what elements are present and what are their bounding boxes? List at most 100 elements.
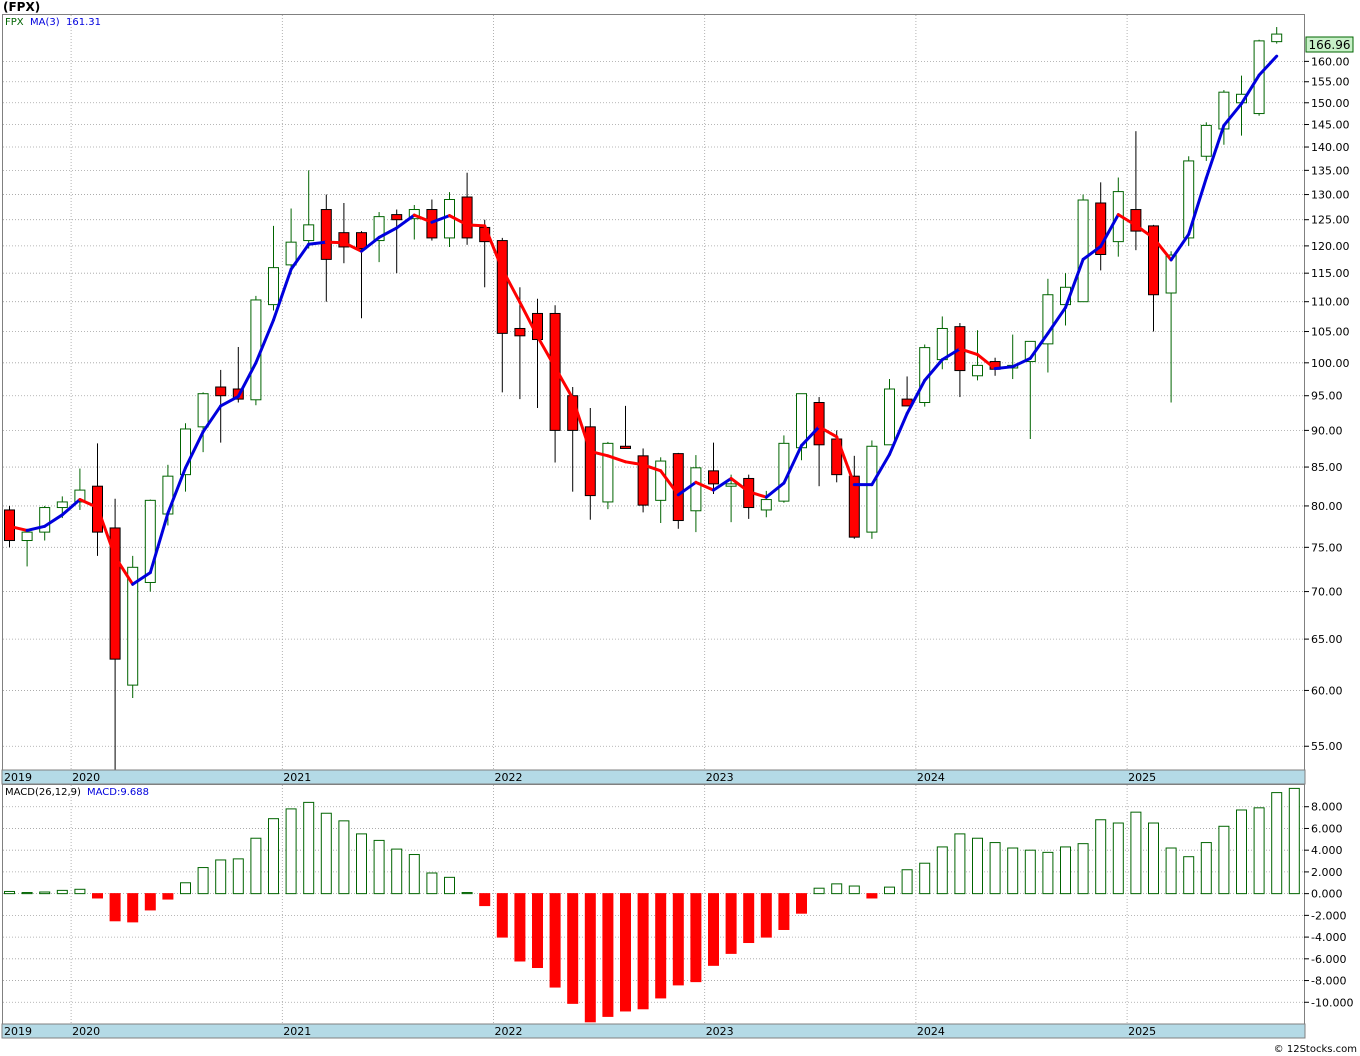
ma-segment: [835, 435, 856, 487]
ma-segment: [360, 235, 381, 253]
macd-panel: -10.000 -8.000 -6.000 -4.000 -2.000 0.000 2.00…: [1, 784, 1353, 1039]
ma-segment: [729, 476, 751, 494]
price-x-axis-labels: 2019 2020 2021 2022 2023 2024 2025: [4, 771, 1156, 784]
price-x-tick-label: 2020: [72, 771, 100, 784]
candle-body: [884, 388, 895, 446]
price-x-tick-label: 2021: [283, 771, 311, 784]
candle-down: [496, 237, 508, 393]
candle-body: [1148, 225, 1159, 296]
ma-segment: [1134, 223, 1155, 240]
ma-segment: [888, 412, 909, 456]
candle-body: [690, 467, 702, 512]
macd-bar-positive: [1253, 807, 1265, 895]
macd-y-tick-label: -10.000: [1311, 996, 1353, 1009]
macd-bar-positive: [1112, 822, 1124, 895]
macd-date-axis: [1, 1023, 1306, 1039]
ma-segment: [307, 240, 328, 246]
copyright-footer: © 12Stocks.com: [1274, 1044, 1357, 1055]
macd-bar-positive: [1288, 787, 1300, 895]
candle-body: [1165, 254, 1177, 294]
price-y-tick-label: 115.00: [1311, 267, 1350, 280]
ma-segment: [1257, 54, 1279, 77]
candle-down: [461, 172, 473, 245]
ma-segment: [536, 334, 557, 369]
price-x-tick-label: 2024: [917, 771, 945, 784]
macd-bar-positive: [408, 854, 420, 895]
candle-body: [813, 402, 825, 446]
macd-bar-negative: [479, 893, 491, 907]
ma-segment: [518, 300, 539, 338]
candle-up: [1042, 278, 1054, 373]
macd-bar-positive: [831, 883, 843, 895]
price-y-tick-label: 135.00: [1311, 164, 1350, 177]
candle-up: [127, 555, 139, 698]
ma-segment: [377, 226, 399, 239]
candle-up: [1077, 194, 1089, 303]
ma-segment: [25, 524, 47, 532]
macd-bar-positive: [21, 892, 33, 895]
price-y-tick-label: 140.00: [1311, 141, 1350, 154]
candle-body: [760, 499, 772, 511]
candle-down: [109, 498, 121, 777]
macd-x-tick-label: 2020: [72, 1025, 100, 1038]
candle-up: [884, 379, 895, 446]
macd-bar-negative: [778, 893, 790, 930]
price-y-tick-label: 60.00: [1311, 684, 1343, 697]
macd-bar-positive: [373, 839, 385, 895]
ma-segment: [254, 318, 275, 365]
price-y-tick-label: 85.00: [1311, 461, 1343, 474]
macd-bar-negative: [760, 893, 772, 938]
candle-up: [1200, 122, 1212, 161]
macd-x-tick-label: 2025: [1128, 1025, 1156, 1038]
ma-segment: [782, 444, 803, 485]
candle-body: [725, 483, 737, 487]
ma-segment: [588, 449, 610, 458]
macd-bar-positive: [901, 869, 913, 895]
macd-bar-positive: [848, 885, 860, 895]
ma-segment: [448, 214, 469, 227]
ma-segment: [747, 490, 768, 499]
ma-segment: [78, 498, 99, 510]
candle-down: [1130, 131, 1142, 251]
macd-x-tick-label: 2019: [4, 1025, 32, 1038]
macd-bar-negative: [496, 893, 508, 938]
price-x-tick-label: 2023: [706, 771, 734, 784]
ma-segment: [1169, 232, 1191, 262]
price-y-tick-label: 95.00: [1311, 390, 1343, 403]
macd-y-tick-label: -4.000: [1311, 931, 1346, 944]
macd-bar-positive: [356, 833, 367, 895]
last-price-tag: 166.96: [1305, 36, 1354, 53]
candle-body: [1200, 124, 1212, 157]
macd-bar-positive: [972, 837, 983, 895]
ma-segment: [976, 353, 997, 371]
price-y-tick-label: 65.00: [1311, 633, 1343, 646]
macd-bar-positive: [1200, 842, 1212, 895]
legend-ma-label: MA(3): [30, 17, 60, 28]
macd-x-tick-label: 2021: [283, 1025, 311, 1038]
price-y-tick-label: 155.00: [1311, 76, 1350, 89]
ma-segment: [1116, 213, 1138, 227]
ma-segment: [272, 267, 293, 322]
candle-body: [268, 267, 279, 306]
macd-bar-positive: [813, 887, 825, 895]
ma-segment: [289, 242, 311, 271]
macd-bar-positive: [232, 858, 244, 895]
macd-histogram: [4, 787, 1300, 1023]
candle-body: [285, 241, 297, 266]
candle-up: [197, 392, 209, 453]
legend-ma-value: 161.31: [66, 17, 101, 28]
candle-body: [373, 216, 385, 242]
candle-body: [338, 232, 350, 248]
macd-gridlines: [3, 785, 1304, 1024]
macd-bar-negative: [92, 893, 103, 899]
macd-y-tick-label: 6.000: [1311, 822, 1343, 835]
candle-body: [1095, 202, 1107, 255]
ma-segment: [641, 463, 663, 473]
macd-plot-frame: [2, 784, 1305, 1025]
candle-body: [391, 214, 403, 221]
candle-body: [180, 428, 191, 476]
candle-body: [127, 566, 139, 686]
macd-bar-positive: [1077, 843, 1089, 895]
ma-segment: [96, 506, 117, 559]
macd-bar-negative: [514, 893, 526, 962]
